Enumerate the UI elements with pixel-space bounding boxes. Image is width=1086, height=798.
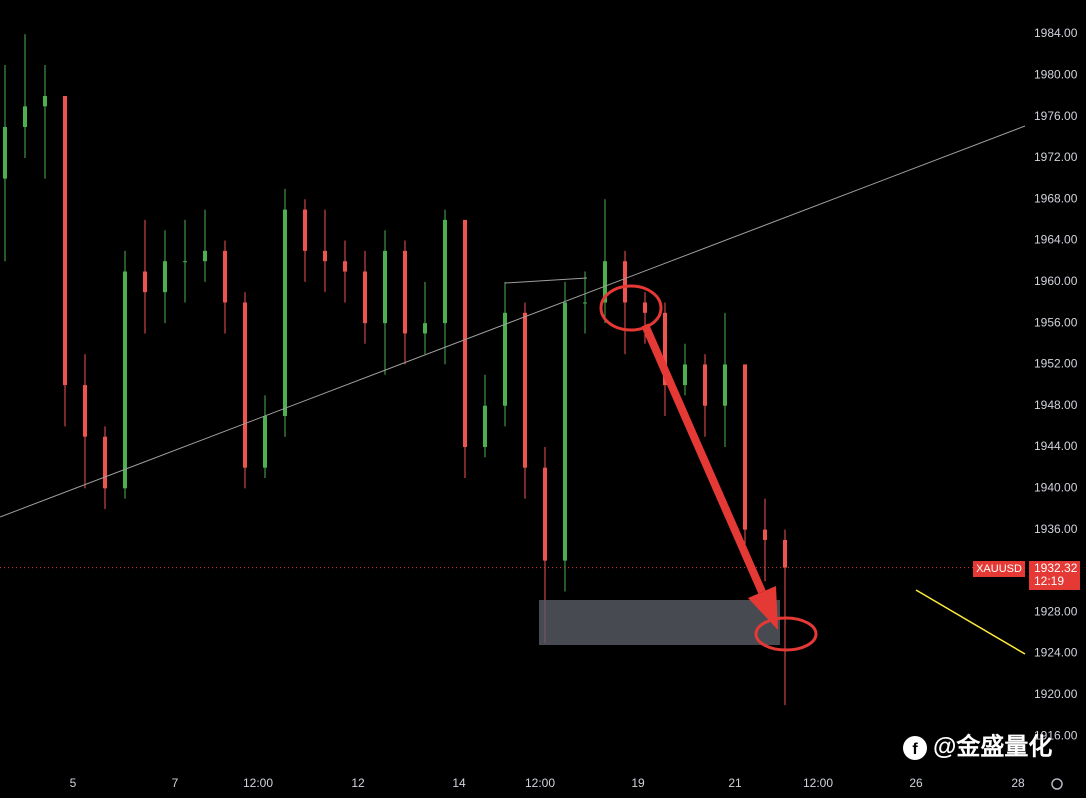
y-tick-label: 1924.00	[1034, 646, 1078, 660]
price-tag	[1029, 561, 1080, 590]
candle-body	[163, 261, 167, 293]
x-tick-label: 12:00	[803, 776, 833, 790]
candle-body	[503, 312, 507, 406]
candle-body	[703, 364, 707, 406]
yellow-line	[915, 589, 1026, 655]
candle-body	[363, 271, 367, 324]
candle-body	[243, 302, 247, 468]
x-tick-label: 19	[631, 776, 645, 790]
candle-body	[583, 302, 587, 304]
candle-body	[303, 209, 307, 251]
x-tick-label: 21	[728, 776, 742, 790]
y-tick-label: 1960.00	[1034, 274, 1078, 288]
last-price: 1932.32	[1034, 561, 1078, 575]
y-tick-label: 1956.00	[1034, 315, 1078, 329]
candle-body	[563, 302, 567, 561]
settings-icon[interactable]	[1051, 778, 1063, 790]
candle-body	[403, 250, 407, 334]
candle-body	[723, 364, 727, 406]
y-tick-label: 1976.00	[1034, 109, 1078, 123]
y-tick-label: 1948.00	[1034, 398, 1078, 412]
candle-body	[783, 539, 787, 568]
y-tick-label: 1980.00	[1034, 68, 1078, 82]
candle-body	[623, 261, 627, 303]
x-tick-label: 12:00	[525, 776, 555, 790]
candle-body	[683, 364, 687, 386]
trend-line	[0, 125, 1026, 518]
candle-body	[83, 385, 87, 437]
y-tick-label: 1968.00	[1034, 191, 1078, 205]
circle-marker	[599, 284, 663, 332]
candle-body	[763, 529, 767, 540]
y-tick-label: 1916.00	[1034, 728, 1078, 742]
candle-body	[183, 261, 187, 263]
candle-body	[463, 219, 467, 448]
symbol-label: XAUUSD	[976, 563, 1022, 575]
y-tick-label: 1928.00	[1034, 604, 1078, 618]
axes: 1916.001920.001924.001928.001932.001936.…	[70, 26, 1078, 790]
candle-body	[543, 467, 547, 561]
candle-body	[63, 96, 67, 386]
candle-body	[443, 219, 447, 324]
x-tick-label: 28	[1011, 776, 1025, 790]
candle-body	[143, 271, 147, 293]
y-tick-label: 1964.00	[1034, 233, 1078, 247]
symbol-tag	[973, 561, 1025, 577]
candle-body	[323, 250, 327, 262]
candle-body	[603, 261, 607, 303]
candle-body	[3, 126, 7, 179]
y-tick-label: 1952.00	[1034, 357, 1078, 371]
candle-body	[283, 209, 287, 417]
candle-body	[383, 250, 387, 324]
y-tick-label: 1984.00	[1034, 26, 1078, 40]
countdown: 12:19	[1034, 574, 1064, 588]
arrow-shaft	[641, 323, 766, 594]
candle-body	[263, 416, 267, 468]
level-line	[504, 277, 588, 284]
plot-area	[0, 34, 1025, 706]
candle-body	[743, 364, 747, 530]
x-tick-label: 7	[172, 776, 179, 790]
candle-body	[343, 261, 347, 272]
y-tick-label: 1944.00	[1034, 439, 1078, 453]
candle-body	[103, 436, 107, 489]
candle-body	[223, 250, 227, 303]
x-tick-label: 12	[351, 776, 365, 790]
candle-body	[483, 405, 487, 448]
y-tick-label: 1936.00	[1034, 522, 1078, 536]
x-tick-label: 5	[70, 776, 77, 790]
y-tick-label: 1920.00	[1034, 687, 1078, 701]
candle-body	[643, 302, 647, 313]
candle-body	[423, 323, 427, 334]
watermark: @金盛量化	[933, 732, 1052, 760]
y-tick-label: 1940.00	[1034, 480, 1078, 494]
x-tick-label: 14	[452, 776, 466, 790]
x-tick-label: 12:00	[243, 776, 273, 790]
y-tick-label: 1972.00	[1034, 150, 1078, 164]
watermark-icon-glyph: f	[912, 741, 918, 758]
zone-box	[539, 600, 780, 645]
watermark-icon	[903, 736, 927, 760]
candle-body	[23, 106, 27, 127]
x-tick-label: 26	[909, 776, 923, 790]
candle-body	[523, 312, 527, 468]
candle-body	[123, 271, 127, 489]
candle-body	[43, 96, 47, 107]
circle-marker	[754, 616, 818, 652]
candle-body	[663, 312, 667, 386]
candle-body	[203, 250, 207, 262]
arrow-head	[748, 586, 778, 630]
